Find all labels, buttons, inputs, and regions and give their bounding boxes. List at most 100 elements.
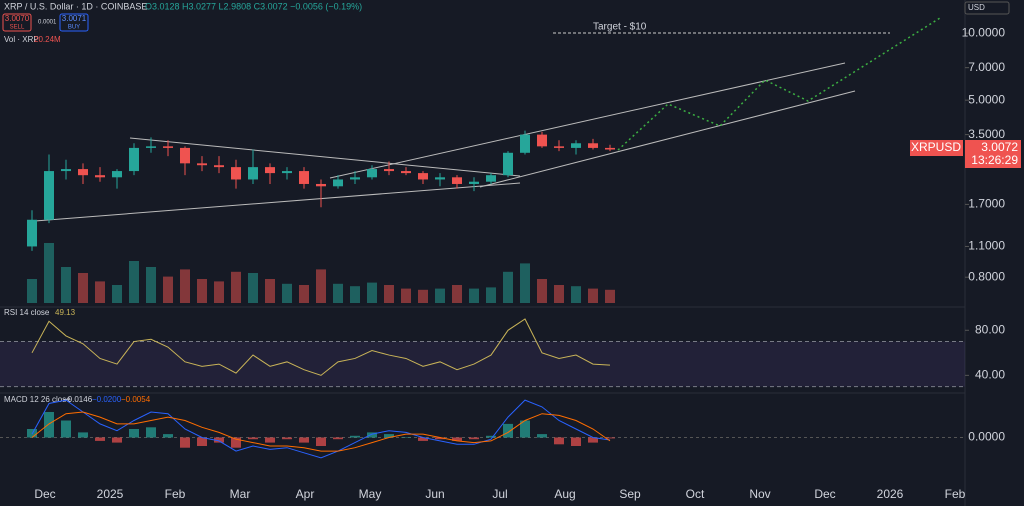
volume-bar — [605, 289, 615, 303]
candle-body — [452, 177, 462, 184]
candle-body — [163, 146, 173, 148]
candle-body — [44, 171, 54, 220]
macd-label: MACD 12 26 close — [4, 395, 71, 404]
macd-hist — [401, 437, 411, 438]
candle-body — [282, 171, 292, 174]
signal-line — [31, 411, 611, 452]
volume-bar — [469, 288, 479, 303]
volume-bar — [503, 271, 513, 303]
macd-hist — [503, 423, 513, 438]
macd-hist — [282, 437, 292, 440]
volume-bar — [384, 285, 394, 303]
candle-body — [316, 183, 326, 187]
x-tick-label: Mar — [230, 487, 251, 501]
volume-bar — [78, 273, 88, 303]
trendline — [329, 62, 846, 179]
macd-value: −0.0146 — [63, 395, 93, 404]
x-tick-label: Jul — [492, 487, 507, 501]
volume-bar — [44, 243, 54, 303]
candle-body — [367, 169, 377, 178]
candle-body — [469, 181, 479, 184]
macd-hist — [180, 437, 190, 448]
buy-button[interactable] — [59, 13, 89, 32]
trendlines — [34, 62, 856, 222]
macd-hist — [44, 412, 54, 438]
volume-label: Vol · XRP — [4, 35, 39, 44]
currency-box[interactable] — [964, 1, 1010, 15]
macd-hist — [537, 434, 547, 438]
x-tick-label: May — [359, 487, 382, 501]
candle-body — [27, 219, 37, 247]
x-tick-label: Oct — [686, 487, 705, 501]
sell-button[interactable] — [2, 13, 32, 32]
candle-body — [588, 143, 598, 148]
candle-body — [180, 147, 190, 164]
x-tick-label: Feb — [945, 487, 966, 501]
volume-bar — [163, 276, 173, 303]
candle-body — [265, 167, 275, 174]
sell-price: 3.0070 — [5, 14, 30, 23]
y-tick-label: 3.5000 — [968, 127, 1005, 141]
volume-bar — [282, 283, 292, 303]
candle-body — [350, 177, 360, 180]
macd-hist — [146, 427, 156, 438]
y-tick-label: 80.00 — [975, 322, 1005, 336]
target-label: Target - $10 — [593, 22, 647, 33]
candle-body — [129, 147, 139, 172]
volume-bar — [95, 281, 105, 303]
sell-label: SELL — [10, 25, 25, 31]
x-tick-label: Dec — [34, 487, 55, 501]
y-tick-label: 1.7000 — [968, 197, 1005, 211]
volume-bar — [554, 285, 564, 303]
volume-bar — [146, 267, 156, 303]
symbol-tag — [910, 140, 963, 156]
y-tick-label: 40.00 — [975, 368, 1005, 382]
rsi-line — [31, 318, 611, 376]
projection — [617, 17, 941, 151]
volume-bar — [129, 261, 139, 303]
trendline — [129, 137, 521, 177]
buy-label: BUY — [68, 25, 80, 31]
volume-bar — [248, 273, 258, 303]
x-tick-label: Dec — [814, 487, 835, 501]
y-tick-label: 10.0000 — [962, 25, 1006, 39]
candle-body — [384, 169, 394, 172]
volume-bar — [537, 279, 547, 303]
macd-hist — [435, 437, 445, 440]
trendline — [479, 90, 856, 188]
candle-body — [571, 143, 581, 148]
candle-body — [299, 171, 309, 184]
candle-body — [214, 165, 224, 168]
macd-hist — [350, 435, 360, 438]
x-tick-label: Nov — [749, 487, 770, 501]
rsi-band — [0, 341, 965, 387]
price-tag — [965, 140, 1021, 168]
rsi-value: 49.13 — [55, 308, 76, 317]
y-tick-label: 7.0000 — [968, 60, 1005, 74]
macd-hist — [605, 437, 615, 439]
macd-hist — [197, 437, 207, 446]
volume-bar — [265, 279, 275, 303]
candle-body — [112, 171, 122, 178]
signal-value: −0.0200 — [92, 395, 122, 404]
macd-hist — [418, 437, 428, 441]
y-tick-label: 1.1000 — [968, 239, 1005, 253]
ohlc: O3.0128 H3.0277 L2.9808 C3.0072 −0.0056 … — [145, 1, 362, 11]
x-tick-label: Apr — [296, 487, 315, 501]
volume-bar — [350, 286, 360, 303]
countdown: 13:26:29 — [971, 153, 1018, 167]
candle-body — [520, 134, 530, 153]
candle-body — [146, 146, 156, 148]
volume-bar — [197, 279, 207, 303]
volume-bar — [486, 287, 496, 303]
macd-hist — [163, 434, 173, 438]
macd-hist — [78, 432, 88, 438]
currency: USD — [968, 3, 985, 12]
macd-hist — [520, 420, 530, 438]
hist-value: −0.0054 — [121, 395, 151, 404]
macd-hist — [231, 437, 241, 448]
volume-bar — [588, 288, 598, 303]
macd-hist — [367, 432, 377, 438]
candle-body — [418, 173, 428, 180]
